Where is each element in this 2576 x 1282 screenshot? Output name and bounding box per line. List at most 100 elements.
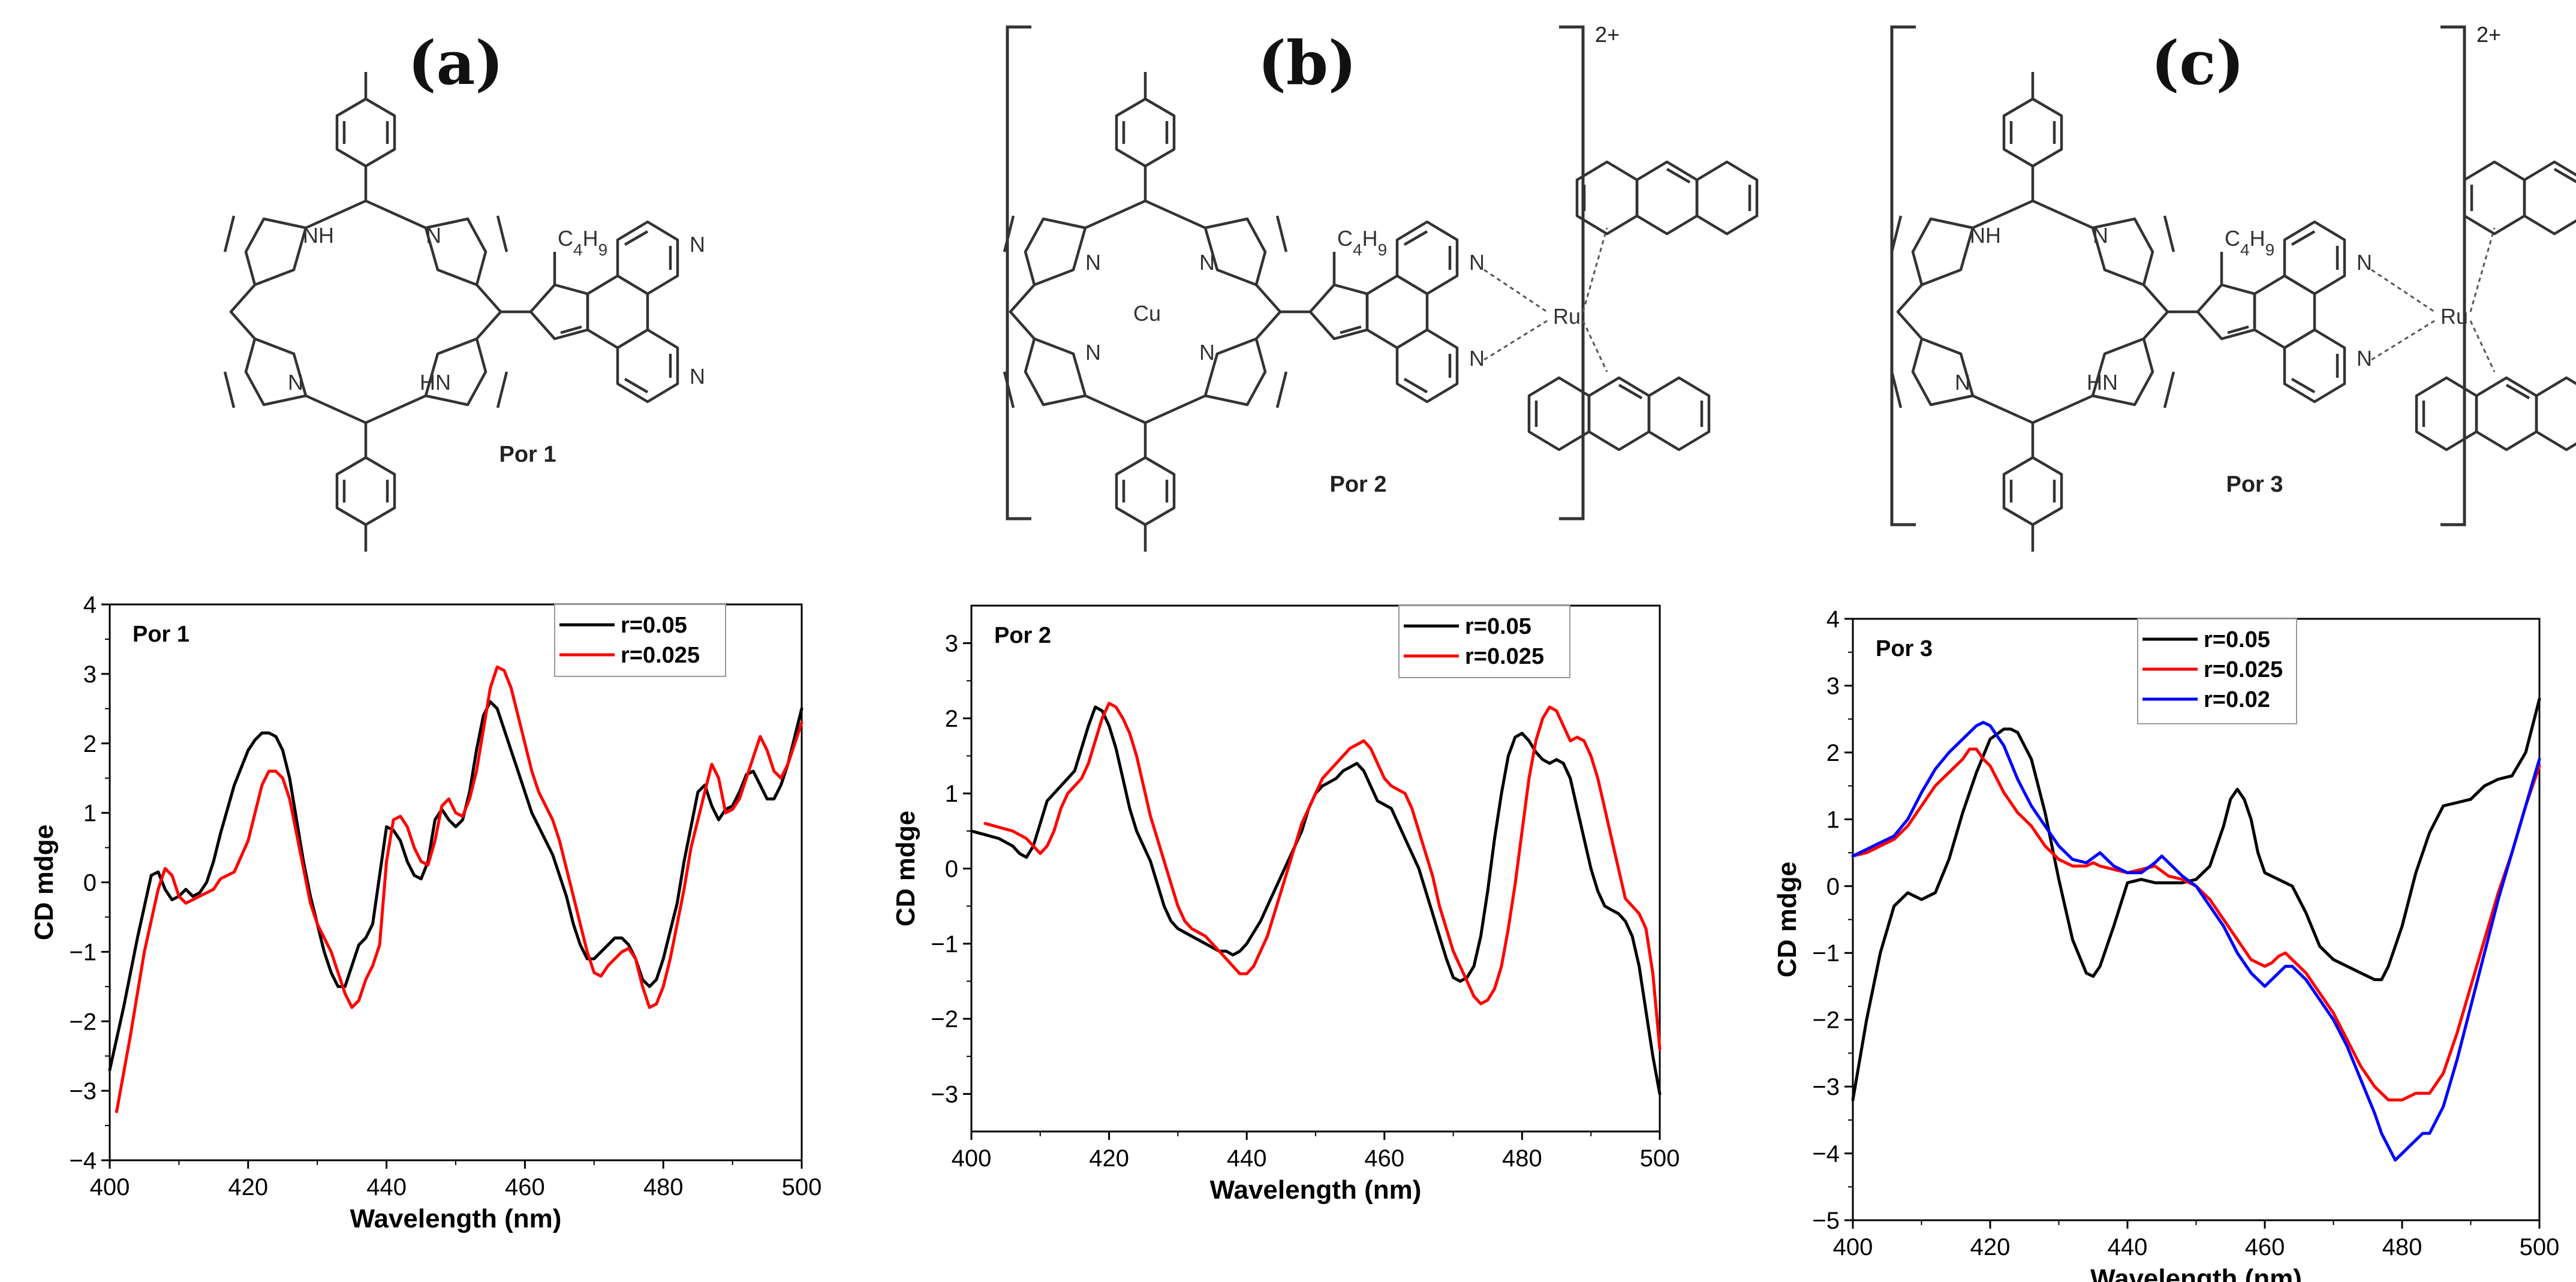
legend-entry: r=0.025 — [621, 643, 700, 668]
atom-n-ring-3-b: N — [1085, 340, 1101, 365]
y-tick-label: 3 — [83, 661, 97, 688]
compound-label-a: Por 1 — [499, 442, 556, 467]
x-tick-label: 400 — [90, 1174, 130, 1200]
x-axis-title: Wavelength (nm) — [2090, 1264, 2302, 1282]
series-line-0 — [970, 705, 1662, 1096]
atom-n-phen-bottom-b: N — [1469, 346, 1485, 371]
bracket-right-b — [1559, 25, 1585, 520]
legend: r=0.05 r=0.025 r=0.02 — [2137, 618, 2297, 724]
panel-letter-b: (b) — [1258, 28, 1357, 98]
bracket-right-c — [2440, 25, 2466, 526]
legend-box — [554, 604, 726, 677]
series-line-1 — [1851, 747, 2541, 1102]
y-tick-label: −2 — [1812, 1007, 1840, 1034]
plot-frame — [970, 604, 1661, 1133]
compound-label-c: Por 3 — [2226, 472, 2283, 497]
y-tick-label: 3 — [945, 631, 958, 657]
atom-n-phen-bottom-a: N — [690, 364, 705, 389]
y-tick-label: −3 — [1812, 1074, 1840, 1100]
legend-entry: r=0.02 — [2204, 687, 2270, 712]
atom-n-phen-bottom-c: N — [2357, 346, 2372, 371]
porphyrin-structure-a: NH N N HN C4H9 N N — [225, 72, 705, 552]
chart-title: Por 1 — [133, 622, 189, 647]
x-tick-label: 500 — [2520, 1234, 2560, 1260]
molecule-panel-b: 2+ (b) Cu N N N N C4H9 N N Ru — [1004, 22, 1757, 552]
atom-hn-bottom-c: HN — [2087, 370, 2118, 395]
series-line-2 — [1851, 721, 2541, 1162]
atom-n-right-top-c: N — [2093, 223, 2108, 248]
y-tick-label: −4 — [1812, 1141, 1840, 1167]
legend-entry: r=0.05 — [621, 613, 687, 638]
charge-label-c: 2+ — [2476, 22, 2501, 47]
porphyrin-structure-c: NH N N HN C4H9 N N Ru — [1892, 72, 2576, 552]
plot-frame — [109, 603, 803, 1161]
atom-hn-bottom-a: HN — [420, 370, 451, 395]
molecule-panel-a: (a) NH N N HN C4H9 N N Por 1 — [225, 28, 705, 552]
x-tick-label: 440 — [1227, 1145, 1267, 1172]
x-tick-label: 400 — [952, 1145, 992, 1172]
cd-chart-por2: 400 420 440 460 480 500 −3 −2 −1 0 1 2 3 Wavelength (… — [891, 604, 1680, 1205]
y-axis-title: CD mdge — [1772, 862, 1802, 977]
x-tick-label: 480 — [643, 1174, 684, 1200]
y-tick-label: 1 — [1826, 806, 1840, 833]
panel-letter-a: (a) — [408, 28, 503, 98]
cd-chart-por3: 400 420 440 460 480 500 −5 −4 −3 −2 −1 0 1 2 3 4 Wavelen… — [1772, 606, 2559, 1282]
chart-title: Por 2 — [994, 623, 1051, 648]
panel-letter-c: (c) — [2151, 28, 2244, 98]
atom-n-ring-2-b: N — [1199, 250, 1215, 275]
atom-nh-top-c: NH — [1970, 223, 2001, 248]
atom-n-phen-top-c: N — [2357, 250, 2372, 275]
x-tick-label: 460 — [2245, 1234, 2285, 1260]
bracket-left-c — [1890, 25, 1916, 526]
x-axis-title: Wavelength (nm) — [1210, 1175, 1422, 1205]
x-axis-title: Wavelength (nm) — [350, 1204, 562, 1233]
series-line-1 — [115, 665, 804, 1114]
y-tick-label: −4 — [69, 1148, 97, 1174]
x-tick-label: 400 — [1833, 1234, 1873, 1260]
y-tick-label: 4 — [83, 592, 97, 618]
legend-entry: r=0.025 — [1465, 644, 1544, 669]
legend-entry: r=0.05 — [2204, 627, 2270, 652]
series-line-0 — [1851, 697, 2541, 1102]
y-tick-label: 3 — [1826, 673, 1840, 699]
legend-entry: r=0.025 — [2204, 657, 2283, 682]
y-axis-title: CD mdge — [29, 824, 59, 940]
y-tick-label: 0 — [945, 856, 958, 883]
legend-box — [2137, 618, 2297, 724]
chart-title: Por 3 — [1876, 636, 1933, 661]
atom-n-right-top-a: N — [426, 223, 441, 248]
butyl-group-c: C4H9 — [2225, 226, 2274, 259]
x-tick-label: 480 — [1502, 1145, 1542, 1172]
x-tick-label: 420 — [228, 1174, 268, 1200]
atom-n-phen-top-a: N — [690, 232, 705, 257]
x-tick-label: 500 — [782, 1174, 822, 1200]
atom-n-left-bottom-c: N — [1955, 370, 1970, 395]
y-tick-label: 1 — [945, 781, 958, 807]
legend-entry: r=0.05 — [1465, 614, 1531, 639]
atom-n-phen-top-b: N — [1469, 250, 1485, 275]
y-tick-label: 2 — [1826, 740, 1840, 766]
legend-box — [1398, 605, 1570, 678]
x-tick-label: 460 — [505, 1174, 545, 1200]
y-tick-label: −5 — [1812, 1208, 1840, 1234]
x-tick-label: 460 — [1364, 1145, 1404, 1172]
y-tick-label: 2 — [945, 706, 958, 732]
x-tick-label: 440 — [2108, 1234, 2148, 1260]
y-tick-label: 0 — [1826, 874, 1840, 900]
series-line-0 — [108, 700, 804, 1072]
ruthenium-center-b: Ru — [1553, 304, 1581, 329]
cd-chart-por1: 400 420 440 460 480 500 −4 −3 −2 −1 0 1 2 3 4 Wavelengt… — [29, 592, 821, 1233]
x-tick-label: 440 — [366, 1174, 407, 1200]
molecule-panel-c: 2+ (c) NH N N HN C4H9 N N Ru — [1890, 22, 2576, 552]
atom-n-ring-1-b: N — [1085, 250, 1101, 275]
y-tick-label: 1 — [83, 801, 97, 827]
butyl-group-a: C4H9 — [558, 226, 607, 259]
y-tick-label: −3 — [931, 1081, 958, 1108]
charge-label-b: 2+ — [1595, 22, 1620, 47]
bracket-left-b — [1006, 25, 1031, 520]
atom-n-ring-4-b: N — [1199, 340, 1215, 365]
legend: r=0.05 r=0.025 — [1398, 605, 1570, 678]
metal-core-b: Cu — [1133, 301, 1161, 326]
porphyrin-structure-b: Cu N N N N C4H9 N N Ru — [1004, 72, 1757, 552]
